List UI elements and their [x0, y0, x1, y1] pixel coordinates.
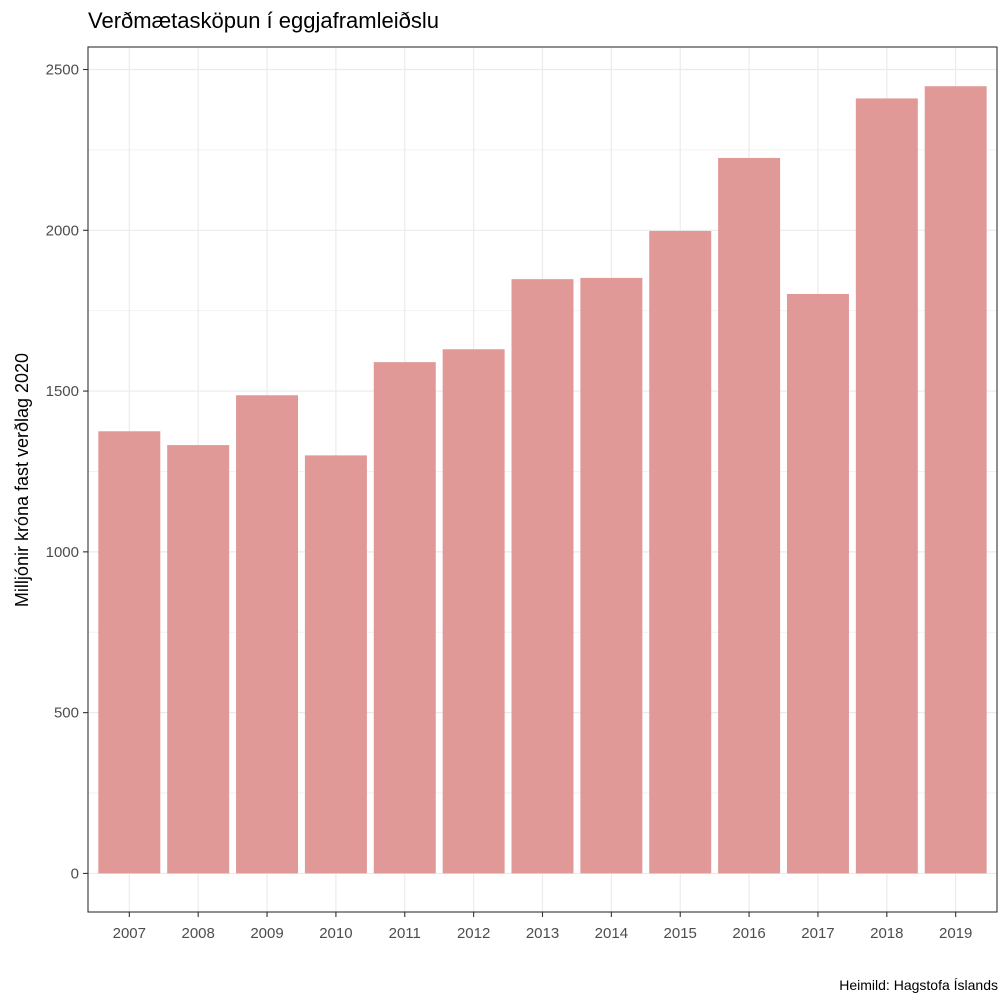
bar-2015 — [649, 230, 712, 874]
bar-2018 — [855, 98, 918, 874]
chart-title: Verðmætasköpun í eggjaframleiðslu — [88, 8, 439, 33]
x-tick-label: 2017 — [801, 925, 834, 942]
x-tick-label: 2008 — [181, 925, 214, 942]
x-tick-label: 2007 — [113, 925, 146, 942]
bar-2010 — [304, 455, 367, 874]
bar-2011 — [373, 362, 436, 874]
x-tick-label: 2018 — [870, 925, 903, 942]
y-axis: 0 500 1000 1500 2000 2500 — [46, 62, 88, 882]
x-tick-label: 2010 — [319, 925, 352, 942]
bar-2012 — [442, 349, 505, 874]
bar-2014 — [580, 277, 643, 874]
x-axis: 2007 2008 2009 2010 2011 2012 2013 2014 2015 2016… — [113, 912, 972, 942]
y-axis-title: Milljónir króna fast verðlag 2020 — [12, 353, 32, 607]
bar-2013 — [511, 279, 574, 874]
x-tick-label: 2019 — [939, 925, 972, 942]
x-tick-label: 2012 — [457, 925, 490, 942]
bar-2016 — [718, 157, 781, 874]
y-tick-label: 1000 — [46, 544, 79, 561]
y-tick-label: 500 — [54, 705, 79, 722]
bar-2019 — [924, 86, 987, 874]
x-tick-label: 2013 — [526, 925, 559, 942]
y-tick-label: 0 — [71, 865, 79, 882]
bar-2007 — [98, 431, 161, 874]
x-tick-label: 2015 — [664, 925, 697, 942]
bars — [98, 86, 987, 874]
bar-2008 — [167, 445, 230, 874]
y-tick-label: 1500 — [46, 383, 79, 400]
x-tick-label: 2014 — [595, 925, 628, 942]
bar-2009 — [236, 395, 299, 874]
x-tick-label: 2011 — [389, 925, 421, 942]
x-tick-label: 2016 — [732, 925, 765, 942]
x-tick-label: 2009 — [250, 925, 283, 942]
bar-2017 — [786, 293, 849, 874]
y-tick-label: 2000 — [46, 222, 79, 239]
source-caption: Heimild: Hagstofa Íslands — [839, 977, 998, 993]
y-tick-label: 2500 — [46, 62, 79, 79]
